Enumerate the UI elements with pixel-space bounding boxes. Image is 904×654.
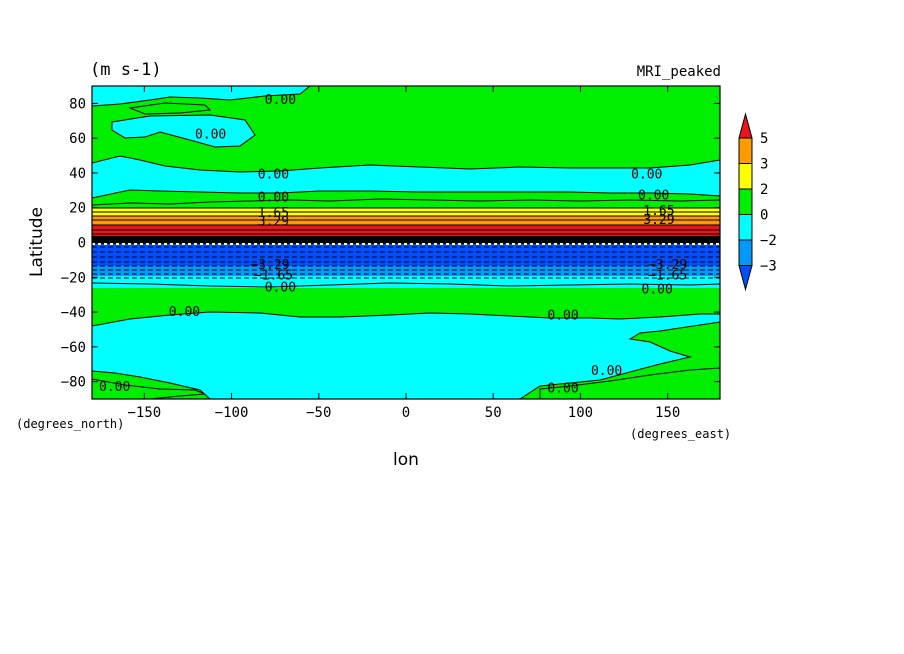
contour-label: −1.65 bbox=[254, 269, 293, 284]
colorbar-label: 5 bbox=[760, 131, 768, 147]
cyan-region-south bbox=[92, 311, 720, 399]
chart-subtitle: MRI_peaked bbox=[637, 64, 721, 80]
band-azure bbox=[92, 266, 720, 276]
band-blue bbox=[92, 244, 720, 266]
green-region-southwest bbox=[92, 378, 206, 399]
y-tick-label: 20 bbox=[69, 201, 86, 217]
contour-label: 0.00 bbox=[258, 190, 289, 205]
contour-label: 0.00 bbox=[631, 168, 662, 183]
contour-label: 1.65 bbox=[258, 206, 289, 221]
colorbar-label: 2 bbox=[760, 182, 768, 198]
negative-contour-lines bbox=[92, 246, 720, 279]
cyan-band-north bbox=[92, 155, 720, 199]
contour-label: 0.00 bbox=[258, 168, 289, 183]
x-tick-label: 150 bbox=[655, 405, 680, 421]
x-tick-label: −100 bbox=[215, 405, 249, 421]
equator-line bbox=[92, 236, 720, 244]
y-tick-label: −20 bbox=[61, 270, 86, 286]
y-tick-label: −40 bbox=[61, 305, 86, 321]
plot-field: 0.000.000.00 0.000.00 0.001.65 1.653.29 3.29… bbox=[92, 86, 720, 399]
contour-label: −1.65 bbox=[648, 269, 687, 284]
contour-label: 0.00 bbox=[99, 380, 130, 395]
y-axis-title: Latitude bbox=[27, 207, 47, 277]
contour-label: 0.00 bbox=[265, 93, 296, 108]
y-tick-label: 60 bbox=[69, 131, 86, 147]
contour-label: 0.00 bbox=[638, 189, 669, 204]
colorbar-extend-bottom bbox=[738, 265, 753, 292]
x-tick-label: −50 bbox=[306, 405, 331, 421]
contour-label: 3.29 bbox=[258, 215, 289, 230]
green-region-north-island bbox=[128, 102, 212, 115]
y-tick-label: 80 bbox=[69, 96, 86, 112]
colorbar-label: 3 bbox=[760, 157, 768, 173]
green-region-southeast bbox=[539, 367, 720, 399]
cyan-region-north-blob bbox=[111, 114, 256, 148]
x-tick-label: −150 bbox=[127, 405, 161, 421]
contour-label: −3.29 bbox=[648, 258, 687, 273]
colorbar-segment bbox=[738, 163, 753, 190]
y-tick-label: −80 bbox=[61, 375, 86, 391]
colorbar-label: −2 bbox=[760, 233, 777, 249]
x-axis-title: lon bbox=[393, 450, 419, 470]
colorbar-segment bbox=[738, 137, 753, 164]
x-tick-label: 50 bbox=[485, 405, 502, 421]
colorbar-segment bbox=[738, 239, 753, 266]
x-tick-label: 100 bbox=[568, 405, 593, 421]
y-tick-label: 40 bbox=[69, 166, 86, 182]
colorbar-segment bbox=[738, 188, 753, 215]
y-tick-label: −60 bbox=[61, 340, 86, 356]
contour-label: 0.00 bbox=[547, 382, 578, 397]
cyan-region-north-top bbox=[92, 86, 311, 107]
contour-label: −3.29 bbox=[250, 258, 289, 273]
x-axis: −150 −100 −50 0 50 100 150 bbox=[127, 86, 680, 421]
x-tick-label: 0 bbox=[402, 405, 410, 421]
contour-label: 0.00 bbox=[265, 281, 296, 296]
contour-label: 3.29 bbox=[643, 213, 674, 228]
y-tick-label: 0 bbox=[78, 236, 86, 252]
colorbar-label: 0 bbox=[760, 208, 768, 224]
y-axis: −80 −60 −40 −20 0 20 40 60 80 bbox=[61, 96, 720, 391]
chart-title: (m s-1) bbox=[90, 60, 162, 80]
contour-lines bbox=[92, 198, 720, 288]
colorbar-segment bbox=[738, 214, 753, 241]
contour-label: 1.65 bbox=[643, 204, 674, 219]
contour-label: 0.00 bbox=[169, 305, 200, 320]
y-units-label: (degrees_north) bbox=[16, 417, 124, 431]
colorbar-extend-top bbox=[738, 112, 753, 139]
contour-label: 0.00 bbox=[547, 309, 578, 324]
x-units-label: (degrees_east) bbox=[630, 427, 731, 441]
contour-label: 0.00 bbox=[642, 282, 673, 297]
colorbar-label: −3 bbox=[760, 259, 777, 275]
contour-label: 0.00 bbox=[591, 364, 622, 379]
colorbar: 5 3 2 0 −2 −3 bbox=[738, 112, 777, 292]
contour-labels: 0.000.000.00 0.000.00 0.001.65 1.653.29 3.29… bbox=[99, 93, 687, 397]
contour-label: 0.00 bbox=[195, 128, 226, 143]
